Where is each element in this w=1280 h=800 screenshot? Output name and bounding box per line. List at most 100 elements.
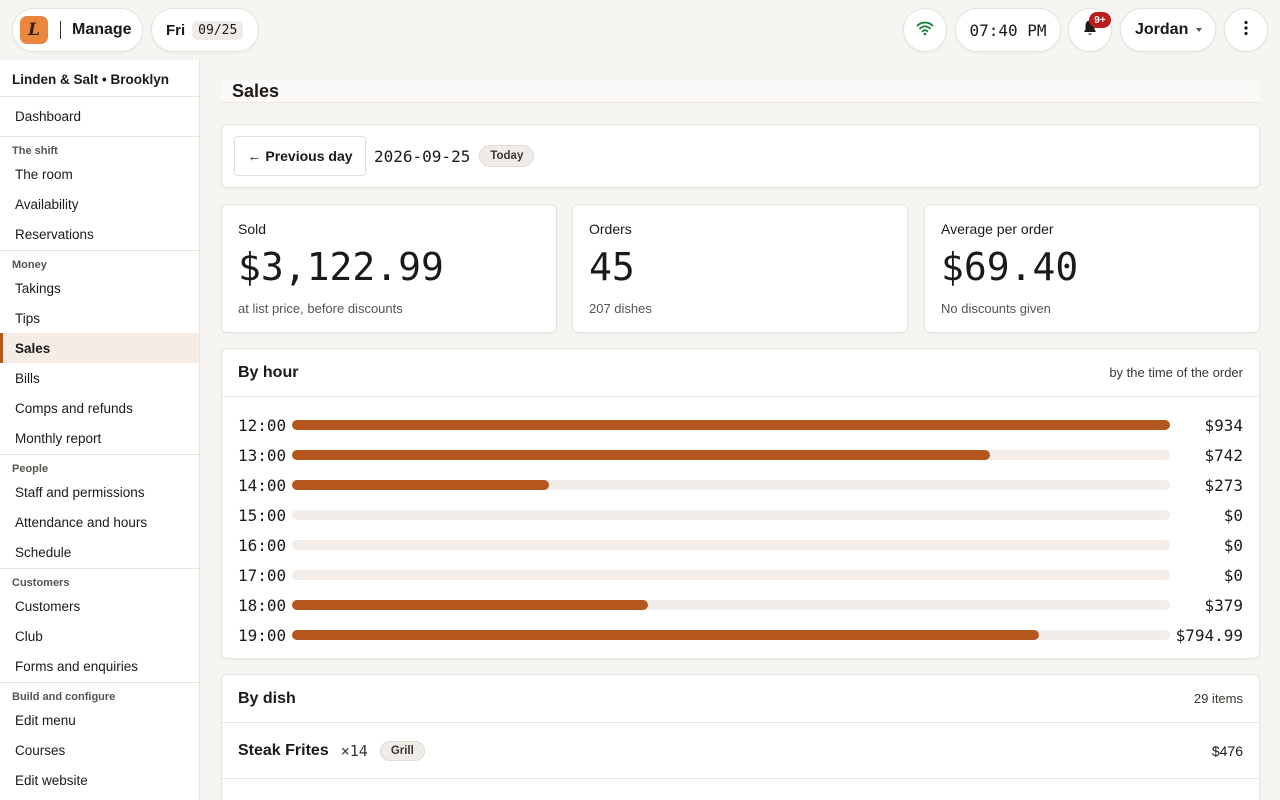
sidebar-section-shift: The shift The room Availability Reservat…	[0, 136, 199, 250]
sidebar-item-availability[interactable]: Availability	[15, 196, 79, 212]
dish-count: 29 items	[1193, 691, 1243, 706]
sidebar-item-edit-website[interactable]: Edit website	[15, 772, 88, 788]
sidebar-item-staff-and-permissions[interactable]: Staff and permissions	[15, 484, 145, 500]
orders-stat-card: Orders 45 207 dishes	[572, 204, 908, 333]
sidebar-item-the-room[interactable]: The room	[15, 166, 73, 182]
card-header: By dish 29 items	[222, 675, 1259, 723]
hour-bar	[292, 630, 1040, 640]
sidebar-section-money: Money Takings Tips Sales Bills Comps and…	[0, 250, 199, 454]
chevron-down-icon	[1196, 28, 1203, 32]
hour-value: $934	[1204, 415, 1243, 435]
sidebar-heading: Money	[12, 259, 47, 271]
page-title: Sales	[221, 80, 1260, 103]
sidebar-item-monthly-report[interactable]: Monthly report	[15, 431, 102, 446]
hour-bar-track	[292, 450, 1170, 460]
current-date: 2026-09-25	[374, 146, 471, 166]
card-title: By dish	[238, 689, 296, 707]
sidebar-section-customers: Customers Customers Club Forms and enqui…	[0, 568, 199, 682]
hour-row: 14:00 $273	[222, 470, 1259, 500]
user-menu-button[interactable]: Jordan	[1120, 8, 1216, 52]
sidebar-item-dashboard[interactable]: Dashboard	[15, 109, 82, 124]
sidebar-item-takings[interactable]: Takings	[15, 280, 61, 296]
today-badge: Today	[479, 145, 535, 167]
hour-bar-track	[292, 510, 1170, 520]
hour-bar-track	[292, 630, 1170, 640]
hour-bar	[292, 450, 990, 460]
hour-bar-track	[292, 420, 1170, 430]
card-title: By hour	[238, 363, 299, 381]
sidebar-item-sales[interactable]: Sales	[0, 333, 199, 363]
stat-subtext: at list price, before discounts	[238, 301, 403, 316]
hour-bar-track	[292, 600, 1170, 610]
average-order-value: $69.40	[941, 245, 1079, 289]
hour-value: $0	[1223, 535, 1243, 555]
sidebar-heading: People	[12, 463, 49, 475]
hour-label: 12:00	[238, 415, 287, 435]
stat-subtext: 207 dishes	[589, 301, 652, 316]
sidebar-item-courses[interactable]: Courses	[15, 742, 66, 758]
more-options-button[interactable]	[1224, 8, 1268, 52]
notifications-button[interactable]: 9+	[1068, 8, 1112, 52]
notification-count-badge: 9+	[1089, 12, 1111, 28]
sidebar-section-build: Build and configure Edit menu Courses Ed…	[0, 682, 199, 795]
wifi-icon	[916, 20, 934, 41]
connection-status-button[interactable]	[903, 8, 947, 52]
day-navigator: ← Previous day 2026-09-25 Today	[221, 124, 1260, 188]
stat-label: Average per order	[941, 221, 1054, 237]
stat-label: Orders	[589, 221, 632, 237]
dish-name: Steak Frites	[238, 741, 329, 759]
venue-name: Linden & Salt • Brooklyn	[0, 60, 199, 97]
sidebar-item-attendance-and-hours[interactable]: Attendance and hours	[15, 514, 148, 530]
sidebar-item-schedule[interactable]: Schedule	[15, 545, 72, 560]
hour-value: $0	[1223, 505, 1243, 525]
date-short: 09/25	[192, 20, 244, 40]
sidebar-item-club[interactable]: Club	[15, 628, 43, 644]
hour-row: 12:00 $934	[222, 410, 1259, 440]
stat-subtext: No discounts given	[941, 301, 1051, 316]
sidebar-item-tips[interactable]: Tips	[15, 310, 41, 326]
user-name: Jordan	[1135, 21, 1189, 38]
manage-label: Manage	[72, 21, 132, 38]
hour-row: 17:00 $0	[222, 560, 1259, 590]
more-vertical-icon	[1244, 20, 1248, 41]
sidebar-item-reservations[interactable]: Reservations	[15, 227, 94, 242]
sidebar-heading: The shift	[12, 145, 58, 157]
average-order-stat-card: Average per order $69.40 No discounts gi…	[924, 204, 1260, 333]
hour-bar-track	[292, 540, 1170, 550]
sidebar: Linden & Salt • Brooklyn Dashboard The s…	[0, 60, 200, 800]
hour-value: $379	[1204, 595, 1243, 615]
stat-label: Sold	[238, 221, 267, 237]
dish-quantity: ×14	[340, 741, 368, 760]
date-picker-button[interactable]: Fri 09/25	[151, 8, 259, 52]
sidebar-item-forms-and-enquiries[interactable]: Forms and enquiries	[15, 659, 139, 674]
sidebar-item-edit-menu[interactable]: Edit menu	[15, 712, 76, 728]
hour-label: 19:00	[238, 625, 287, 645]
previous-day-button[interactable]: ← Previous day	[234, 136, 366, 176]
card-header: By hour by the time of the order	[222, 349, 1259, 397]
hour-row: 18:00 $379	[222, 590, 1259, 620]
app-logo: L	[20, 16, 48, 44]
hour-value: $794.99	[1175, 625, 1243, 645]
hour-row: 16:00 $0	[222, 530, 1259, 560]
sidebar-item-comps-and-refunds[interactable]: Comps and refunds	[15, 400, 133, 416]
date-day: Fri	[166, 21, 186, 39]
hour-bar	[292, 420, 1170, 430]
station-badge: Grill	[379, 740, 425, 761]
hour-bars: 12:00 $934 13:00 $742 14:00 $273 15:00 $0 16:00 $…	[222, 397, 1259, 650]
sidebar-heading: Build and configure	[12, 691, 116, 703]
hour-label: 16:00	[238, 535, 287, 555]
hour-label: 17:00	[238, 565, 287, 585]
sidebar-item-customers[interactable]: Customers	[15, 598, 81, 614]
orders-value: 45	[589, 245, 635, 289]
brand-menu-button[interactable]: L Manage	[12, 8, 143, 52]
sales-by-hour-card: By hour by the time of the order 12:00 $9…	[221, 348, 1260, 659]
hour-label: 14:00	[238, 475, 287, 495]
sidebar-item-bills[interactable]: Bills	[15, 370, 40, 386]
hour-row: 15:00 $0	[222, 500, 1259, 530]
sidebar-section-people: People Staff and permissions Attendance …	[0, 454, 199, 568]
dish-row[interactable]: Steak Frites ×14 Grill $476	[222, 723, 1259, 779]
sold-value: $3,122.99	[238, 245, 444, 289]
hour-bar-track	[292, 480, 1170, 490]
hour-label: 13:00	[238, 445, 287, 465]
hour-row: 13:00 $742	[222, 440, 1259, 470]
